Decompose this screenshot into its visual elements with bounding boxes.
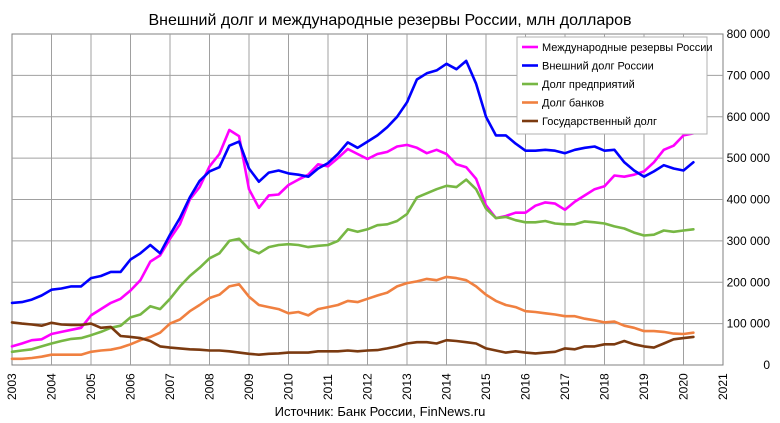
legend-label: Внешний долг России — [542, 61, 654, 73]
series-line-4 — [10, 275, 695, 361]
x-tick-label: 2020 — [677, 373, 691, 400]
x-axis-ticks: 2003 2004 2005 2006 2007 2008 2009 2010 2011 2012… — [5, 373, 730, 400]
legend-label: Государственный долг — [542, 116, 657, 128]
x-tick-label: 2004 — [45, 373, 59, 400]
x-tick-label: 2009 — [242, 373, 256, 400]
y-tick-label: 700 000 — [727, 68, 771, 82]
chart-title: Внешний долг и международные резервы Рос… — [148, 12, 631, 29]
x-tick-label: 2014 — [440, 373, 454, 400]
series-line-2 — [10, 59, 695, 305]
x-tick-label: 2019 — [637, 373, 651, 400]
x-tick-label: 2006 — [124, 373, 138, 400]
legend-label: Долг банков — [542, 98, 604, 110]
x-tick-label: 2012 — [361, 373, 375, 400]
series-line-5 — [10, 321, 695, 356]
x-tick-label: 2007 — [163, 373, 177, 400]
legend: Международные резервы России Внешний долг… — [516, 36, 713, 135]
x-tick-label: 2011 — [321, 374, 335, 400]
x-tick-label: 2003 — [5, 373, 19, 400]
y-tick-label: 100 000 — [727, 317, 771, 331]
x-tick-label: 2017 — [558, 373, 572, 400]
y-tick-label: 200 000 — [727, 275, 771, 289]
x-tick-label: 2008 — [203, 373, 217, 400]
legend-label: Международные резервы России — [542, 42, 713, 54]
x-tick-label: 2015 — [479, 373, 493, 400]
x-tick-label: 2013 — [400, 373, 414, 400]
legend-box — [516, 36, 708, 135]
x-tick-label: 2010 — [282, 373, 296, 400]
y-tick-label: 0 — [763, 358, 770, 372]
y-tick-label: 500 000 — [727, 151, 771, 165]
x-tick-label: 2021 — [716, 373, 730, 400]
y-tick-label: 400 000 — [727, 193, 771, 207]
legend-label: Долг предприятий — [542, 79, 635, 91]
y-tick-label: 600 000 — [727, 110, 771, 124]
series-layer — [10, 59, 695, 361]
source-note: Источник: Банк России, FinNews.ru — [275, 404, 486, 419]
series-line-1 — [10, 128, 695, 348]
y-axis-ticks: 0 100 000 200 000 300 000 400 000 500 000 600 … — [727, 27, 771, 372]
x-tick-label: 2005 — [84, 373, 98, 400]
y-tick-label: 300 000 — [727, 234, 771, 248]
series-line-3 — [10, 178, 695, 354]
x-tick-label: 2018 — [598, 373, 612, 400]
y-tick-label: 800 000 — [727, 27, 771, 41]
x-tick-label: 2016 — [519, 373, 533, 400]
